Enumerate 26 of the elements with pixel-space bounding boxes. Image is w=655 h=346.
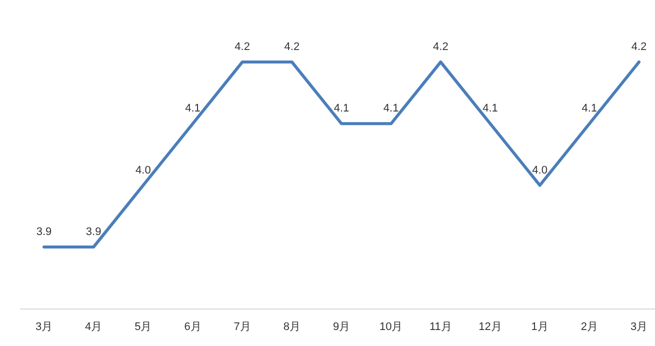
x-tick-label: 11月 xyxy=(429,321,452,333)
x-tick-label: 7月 xyxy=(234,321,251,333)
data-label: 4.2 xyxy=(631,41,647,53)
data-label: 3.9 xyxy=(86,226,102,238)
data-label: 3.9 xyxy=(36,226,52,238)
data-label: 4.0 xyxy=(532,164,548,176)
x-tick-label: 10月 xyxy=(379,321,403,333)
x-tick-label: 8月 xyxy=(283,321,300,333)
data-label: 4.1 xyxy=(185,102,200,115)
data-label: 4.1 xyxy=(383,102,399,115)
data-label: 4.1 xyxy=(582,102,598,115)
x-tick-label: 6月 xyxy=(184,321,202,333)
x-tick-label: 3月 xyxy=(630,321,648,333)
data-label: 4.2 xyxy=(284,41,300,53)
x-tick-label: 4月 xyxy=(85,321,102,333)
x-tick-label: 12月 xyxy=(478,321,502,333)
data-label: 4.1 xyxy=(482,102,498,115)
data-label: 4.0 xyxy=(136,164,151,176)
data-label: 4.1 xyxy=(334,102,350,115)
data-label: 4.2 xyxy=(234,41,250,53)
data-label: 4.2 xyxy=(433,41,448,53)
x-tick-label: 9月 xyxy=(332,321,350,333)
x-tick-label: 2月 xyxy=(580,321,598,333)
x-tick-label: 3月 xyxy=(35,321,53,333)
x-tick-label: 5月 xyxy=(134,321,152,333)
x-tick-label: 1月 xyxy=(531,321,548,333)
